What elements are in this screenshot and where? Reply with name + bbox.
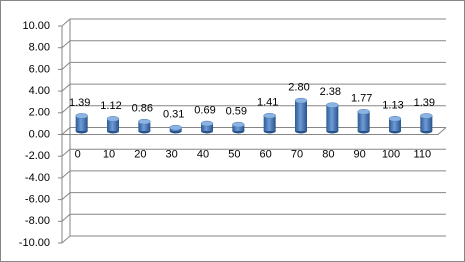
x-tick-label: 80	[322, 148, 334, 160]
data-label: 2.80	[288, 82, 309, 94]
y-tick-label: -4.00	[25, 172, 50, 184]
bar	[295, 100, 307, 131]
y-tick-label: 8.00	[29, 42, 50, 54]
x-tick-label: 50	[228, 148, 240, 160]
grid-line	[61, 192, 446, 200]
bar	[389, 118, 401, 131]
bar-top	[106, 116, 120, 122]
y-tick-label: 6.00	[29, 63, 50, 75]
bar	[420, 115, 433, 131]
data-label: 1.39	[69, 97, 90, 109]
x-tick-label: 90	[354, 148, 366, 160]
grid-line	[61, 148, 446, 157]
data-label: 2.38	[320, 86, 341, 98]
x-tick-label: 60	[260, 148, 272, 160]
x-tick-label: 30	[166, 148, 178, 160]
bar-top	[169, 124, 182, 131]
data-label: 1.77	[351, 93, 372, 105]
x-tick-label: 40	[197, 148, 209, 160]
bar-top	[357, 109, 370, 115]
y-tick-label: 2.00	[29, 107, 50, 119]
grid-line	[61, 127, 446, 135]
y-tick-label: 0.00	[29, 128, 50, 140]
grid-line	[61, 105, 446, 114]
data-label: 0.31	[163, 109, 184, 121]
x-tick-label: 70	[291, 148, 303, 160]
x-tick-label: 20	[134, 148, 146, 160]
data-label: 1.12	[100, 100, 121, 112]
bar-top	[326, 102, 339, 108]
x-tick-label: 10	[103, 148, 115, 160]
x-tick-label: 0	[75, 148, 81, 160]
bar-top	[263, 112, 276, 119]
data-label: 1.13	[382, 100, 403, 112]
grid-line	[61, 40, 446, 49]
x-tick-label: 100	[382, 148, 400, 160]
bar	[107, 118, 119, 131]
bar	[232, 124, 245, 131]
bar	[138, 121, 151, 131]
y-tick-label: -8.00	[25, 215, 50, 227]
grid-line	[61, 213, 446, 222]
y-tick-label: -2.00	[25, 150, 50, 162]
x-tick-label: 110	[414, 148, 432, 160]
bar-top	[200, 120, 214, 127]
grid-line	[61, 170, 446, 179]
bar-top	[138, 118, 151, 125]
bar-top	[388, 115, 402, 122]
bar	[75, 115, 88, 131]
grid-line	[61, 61, 446, 70]
grid-line	[61, 235, 446, 244]
bar-top	[420, 113, 433, 119]
data-label: 1.39	[414, 97, 435, 109]
grid-line	[61, 83, 446, 92]
y-tick-label: 10.00	[22, 20, 50, 32]
bar	[263, 115, 276, 131]
data-label: 0.59	[226, 106, 247, 118]
bar-top	[294, 97, 308, 104]
grid-line	[61, 18, 446, 27]
floor	[62, 127, 447, 135]
bar	[201, 123, 213, 131]
bar	[326, 105, 339, 131]
y-tick-label: 4.00	[29, 85, 50, 97]
bar	[357, 111, 370, 131]
data-label: 1.41	[257, 97, 278, 109]
bar-top	[232, 121, 245, 128]
data-label: 0.86	[132, 103, 153, 115]
y-tick-label: -6.00	[25, 194, 50, 206]
bar-top	[75, 113, 88, 119]
y-tick-label: -10.00	[19, 237, 50, 249]
data-label: 0.69	[194, 104, 215, 116]
